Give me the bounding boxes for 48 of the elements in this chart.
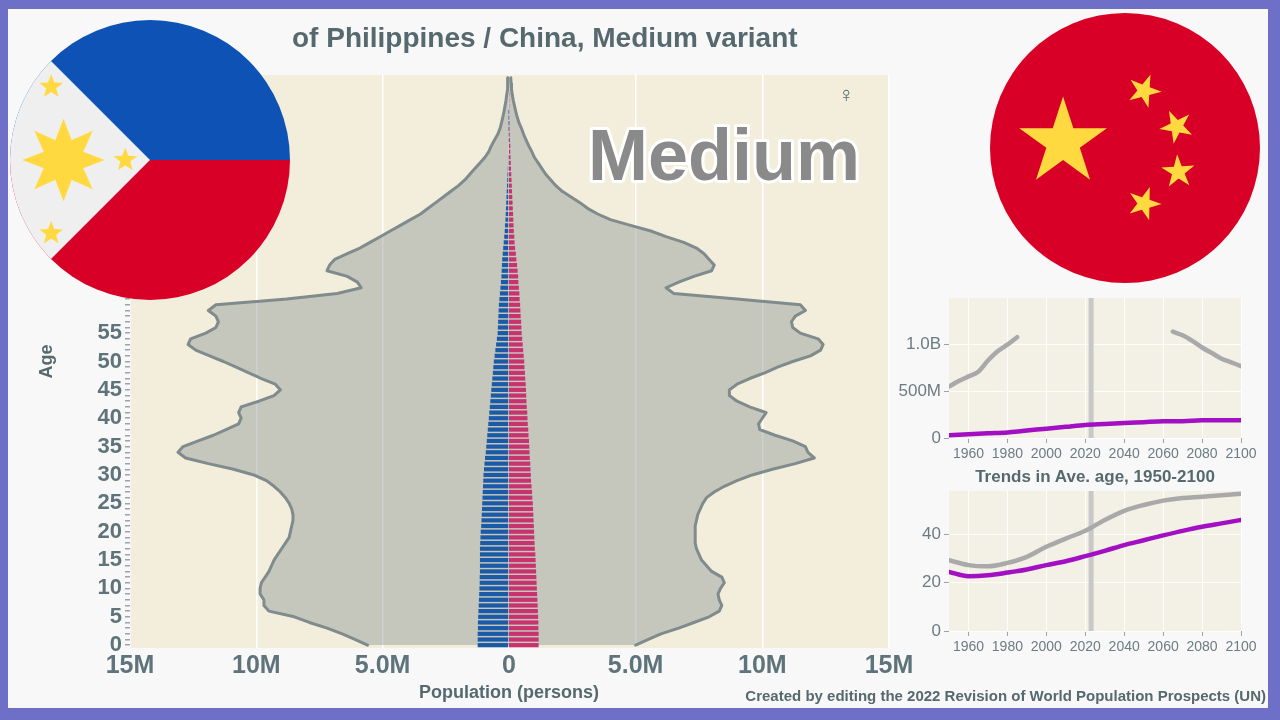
annotation: ♀ bbox=[838, 82, 855, 108]
y-tick-label: 0 bbox=[931, 427, 941, 447]
y-tick-label: 10 bbox=[97, 574, 122, 600]
x-tick-label: 1960 bbox=[952, 445, 985, 462]
y-tick-label: 1.0B bbox=[906, 334, 941, 354]
y-tick-label: 35 bbox=[97, 432, 122, 458]
y-tick-label: 5 bbox=[109, 602, 122, 628]
x-tick-label: 5.0M bbox=[354, 649, 411, 678]
x-tick-label: 2060 bbox=[1147, 445, 1179, 462]
x-axis-title: Population (persons) bbox=[419, 682, 599, 703]
x-tick-label: 2080 bbox=[1186, 445, 1218, 462]
y-tick-label: 0 bbox=[931, 620, 941, 640]
chart-title: of Philippines / China, Medium variant bbox=[292, 22, 798, 55]
x-tick-label: 2100 bbox=[1225, 638, 1257, 655]
y-axis-title: Age bbox=[35, 344, 56, 379]
y-tick-label: 15 bbox=[97, 546, 122, 572]
y-tick-label: 45 bbox=[97, 375, 122, 401]
x-tick-label: 2000 bbox=[1030, 638, 1063, 655]
x-tick-label: 1960 bbox=[952, 638, 985, 655]
x-tick-label: 2040 bbox=[1108, 445, 1140, 462]
y-tick-label: 25 bbox=[97, 489, 122, 515]
y-tick-label: 40 bbox=[97, 404, 122, 430]
x-tick-label: 10M bbox=[738, 649, 787, 678]
y-tick-label: 20 bbox=[922, 572, 941, 592]
x-tick-label: 2020 bbox=[1069, 445, 1102, 462]
x-tick-label: 2080 bbox=[1186, 638, 1218, 655]
x-tick-label: 1980 bbox=[991, 638, 1024, 655]
x-tick-label: 5.0M bbox=[607, 649, 664, 678]
y-tick-label: 40 bbox=[922, 524, 941, 544]
y-tick-label: 500M bbox=[898, 381, 941, 401]
text: Created by editing the 2022 Revision of World Population Prospects (UN) bbox=[745, 687, 1266, 705]
y-tick-label: 20 bbox=[97, 517, 122, 543]
y-tick-label: 30 bbox=[97, 461, 122, 487]
x-tick-label: 2100 bbox=[1225, 445, 1257, 462]
line-series bbox=[949, 517, 1241, 579]
x-tick-label: 2000 bbox=[1030, 445, 1063, 462]
x-tick-label: 2060 bbox=[1147, 638, 1179, 655]
x-tick-label: 2020 bbox=[1069, 638, 1102, 655]
x-tick-label: 0 bbox=[502, 649, 516, 678]
x-tick-label: 2040 bbox=[1108, 638, 1140, 655]
line-series bbox=[949, 491, 1241, 569]
y-tick-label: 50 bbox=[97, 347, 122, 373]
y-tick-label: 55 bbox=[97, 319, 122, 345]
x-tick-label: 15M bbox=[864, 649, 914, 678]
x-tick-label: 1980 bbox=[991, 445, 1024, 462]
chart-title: Trends in Ave. age, 1950-2100 bbox=[975, 467, 1215, 487]
x-tick-label: 10M bbox=[232, 649, 281, 678]
annotation: Medium bbox=[588, 115, 861, 195]
